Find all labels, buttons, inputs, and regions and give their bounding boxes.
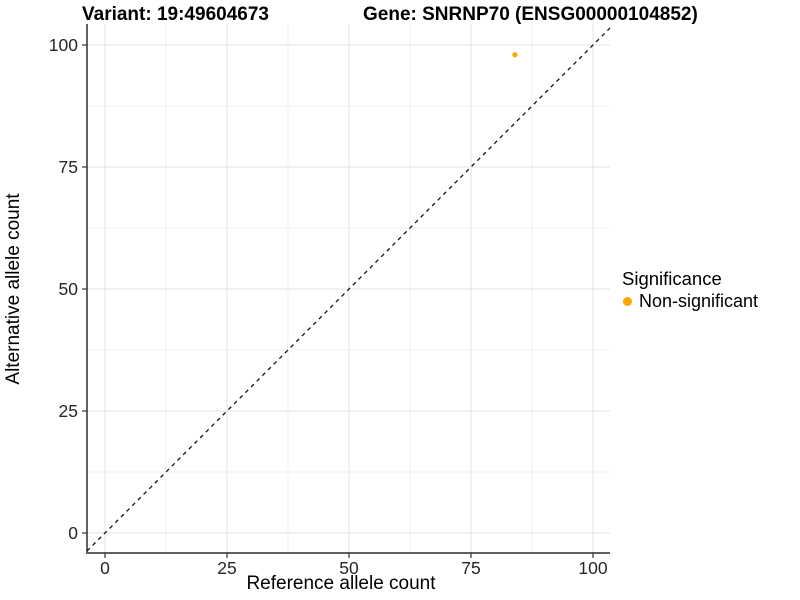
x-axis-title: Reference allele count [246,573,436,594]
y-tick-label: 75 [59,157,78,177]
legend: Significance Non-significant [622,268,758,312]
x-tick-label: 25 [217,558,236,578]
x-tick-label: 75 [461,558,480,578]
plot-title-gene: Gene: SNRNP70 (ENSG00000104852) [363,4,698,25]
x-tick-label: 100 [578,558,607,578]
y-tick-label: 25 [59,401,78,421]
legend-item-label: Non-significant [639,291,759,311]
data-point [512,52,518,58]
legend-title: Significance [622,268,722,289]
identity-dashed-line [86,27,611,552]
x-tick-label: 0 [100,558,110,578]
legend-item-non-significant: Non-significant [622,291,758,312]
y-tick-label: 50 [59,279,79,299]
x-tick-label: 50 [339,558,359,578]
plot-title-variant: Variant: 19:49604673 [82,4,269,25]
y-tick-label: 100 [49,35,78,55]
y-tick-label: 0 [68,523,78,543]
legend-point-icon [623,297,632,306]
